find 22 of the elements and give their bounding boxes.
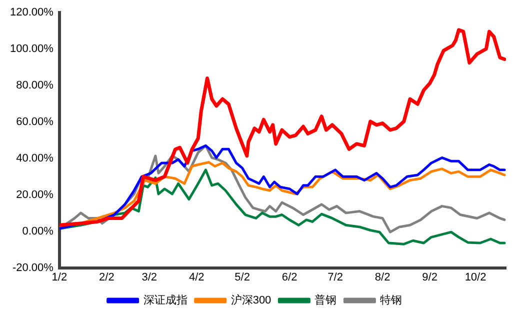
y-tick-label: 40.00% (16, 152, 54, 164)
x-tick-label: 3/2 (142, 271, 157, 284)
y-tick-label: 20.00% (16, 188, 54, 201)
x-tick-label: 10/2 (464, 271, 486, 284)
x-tick-label: 7/2 (328, 271, 343, 284)
y-tick-label: 80.00% (16, 80, 54, 92)
x-tick-label: 2/2 (99, 271, 114, 284)
x-tick-label: 1/2 (52, 271, 68, 284)
y-tick-label: 100.00% (10, 43, 54, 56)
legend-label: 特钢 (380, 294, 402, 307)
x-tick-label: 6/2 (282, 271, 298, 284)
x-tick-label: 5/2 (234, 271, 250, 284)
y-tick-label: 120.00% (10, 6, 54, 19)
x-tick-label: 8/2 (374, 271, 390, 284)
y-tick-label: -20.00% (12, 262, 54, 274)
y-tick-label: 60.00% (16, 116, 54, 128)
legend-label: 深证成指 (143, 294, 188, 307)
legend-label: 沪深300 (230, 294, 272, 307)
x-tick-label: 9/2 (422, 271, 438, 284)
x-tick-label: 4/2 (188, 271, 204, 284)
y-tick-label: 0.00% (22, 225, 54, 238)
legend-label: 普钢 (314, 294, 337, 307)
